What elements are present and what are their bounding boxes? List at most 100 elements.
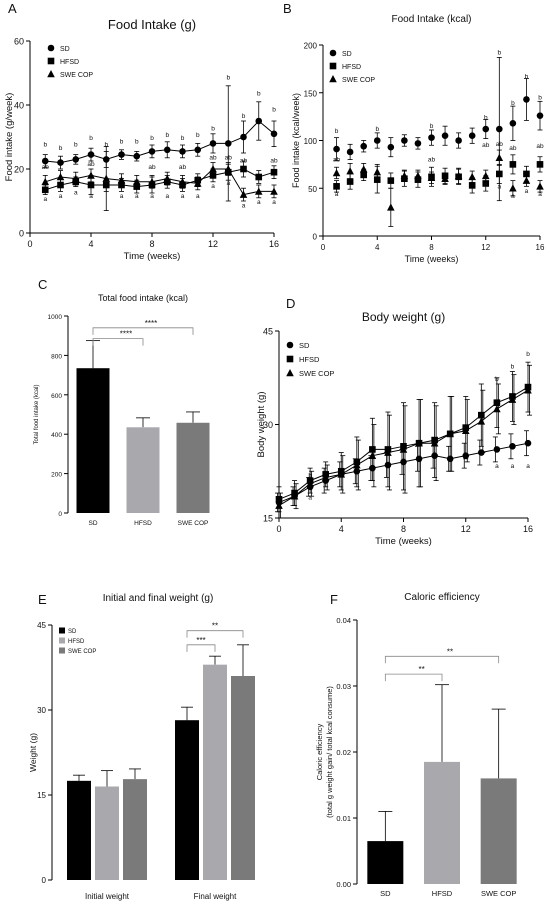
- panel-A-annotation: b: [43, 142, 47, 149]
- panel-B-annotation: b: [498, 50, 502, 57]
- panel-F-y-label: (total g weight gain/ total kcal consume…: [325, 686, 334, 818]
- panel-A-point: [178, 177, 187, 186]
- panel-F-y-label: Caloric efficiency: [315, 723, 324, 780]
- panel-A-legend-label: SD: [60, 46, 70, 53]
- panel-C-x-tick-label: SD: [88, 520, 97, 527]
- panel-D-point: [524, 439, 532, 447]
- panel-B-annotation: b: [511, 100, 515, 107]
- panel-B-annotation: b: [484, 114, 488, 121]
- panel-E-bar: [175, 720, 199, 880]
- panel-A-point: [224, 140, 232, 147]
- panel-B-legend-label: SWE COP: [342, 77, 375, 84]
- panel-A-series-line: [45, 120, 275, 164]
- panel-B-point: [482, 125, 490, 133]
- panel-B-point: [482, 180, 490, 187]
- panel-B-annotation: a: [498, 183, 502, 190]
- panel-B-annotation: b: [525, 73, 529, 80]
- panel-A-annotation: ab: [87, 161, 95, 168]
- panel-B-point: [373, 137, 381, 144]
- panel-B-point: [414, 140, 422, 147]
- panel-A-x-label: Time (weeks): [124, 251, 181, 262]
- panel-D-point: [508, 395, 517, 403]
- panel-A-annotation: b: [59, 145, 63, 152]
- panel-B-annotation: a: [335, 191, 339, 198]
- panel-A-annotation: b: [104, 142, 108, 149]
- panel-A-point: [270, 130, 278, 138]
- panel-E-significance-label: ***: [196, 636, 205, 645]
- panel-D-point: [353, 461, 361, 469]
- panel-label-F: F: [330, 592, 338, 607]
- panel-A-point: [179, 148, 186, 155]
- panel-A-point: [163, 146, 171, 154]
- panel-A-annotation: ab: [270, 158, 278, 165]
- panel-A-point: [224, 165, 233, 173]
- panel-B-point: [441, 132, 449, 140]
- panel-A-annotation: a: [135, 193, 139, 200]
- panel-B-point: [346, 178, 354, 185]
- panel-A-x-tick-label: 0: [27, 239, 32, 249]
- panel-A-annotation: ab: [42, 164, 50, 171]
- panel-F-significance-label: **: [447, 647, 453, 656]
- panel-D-annotation: a: [495, 463, 499, 470]
- panel-B-y-tick-label: 150: [304, 89, 318, 98]
- panel-A-legend-label: HFSD: [60, 59, 79, 66]
- panel-B-point: [359, 165, 368, 173]
- panel-F-x-tick-label: SD: [380, 889, 391, 898]
- panel-A-annotation: a: [120, 193, 124, 200]
- panel-E-legend-swatch: [59, 627, 65, 634]
- panel-A-y-tick-label: 20: [14, 165, 24, 175]
- panel-F-significance-bracket: [384, 655, 500, 664]
- panel-B-x-tick-label: 4: [375, 243, 380, 252]
- panel-C-bar: [176, 422, 210, 513]
- panel-A-legend-marker: [47, 57, 55, 65]
- panel-E-significance-label: **: [212, 622, 218, 631]
- panel-D-x-tick-label: 12: [461, 524, 471, 534]
- panel-D-y-tick-label: 15: [263, 514, 273, 524]
- panel-B-point: [468, 172, 476, 181]
- panel-C-y-tick-label: 800: [51, 353, 62, 360]
- panel-E-bar: [123, 779, 147, 880]
- panel-E-significance-bracket: [186, 644, 216, 652]
- panel-D-legend-marker: [286, 369, 294, 377]
- panel-label-D: D: [286, 296, 295, 311]
- panel-E-significance-bracket: [186, 630, 244, 638]
- panel-A-annotation: a: [89, 193, 93, 200]
- panel-F-y-tick-label: 0.04: [336, 616, 351, 625]
- panel-A-x-tick-label: 12: [208, 239, 218, 249]
- panel-B-point: [387, 177, 395, 184]
- panel-B-annotation: b: [335, 128, 339, 135]
- panel-A-annotation: b: [257, 90, 261, 97]
- panel-B-point: [468, 182, 476, 189]
- panel-B-annotation: ab: [428, 157, 436, 164]
- panel-A-annotation: ab: [240, 158, 248, 165]
- panel-E-legend-label: SD: [68, 629, 77, 635]
- panel-B-point: [387, 143, 395, 151]
- panel-A-annotation: b: [74, 142, 78, 149]
- panel-A-annotation: b: [89, 135, 93, 142]
- panel-D-legend-label: HFSD: [299, 355, 320, 364]
- panel-B-point: [509, 120, 517, 127]
- panel-A-annotation: a: [59, 193, 63, 200]
- panel-B-annotation: ab: [496, 141, 504, 148]
- panel-A-point: [255, 117, 263, 125]
- panel-A-annotation: ab: [225, 154, 233, 161]
- panel-D-y-label: Body weight (g): [256, 391, 267, 457]
- panel-D-point: [524, 386, 532, 394]
- panel-D-title: Body weight (g): [362, 310, 445, 324]
- panel-E-legend-swatch: [59, 637, 65, 644]
- panel-D-point: [493, 404, 501, 413]
- panel-A-annotation: a: [150, 193, 154, 200]
- panel-B-annotation: ab: [482, 142, 490, 149]
- panel-A-annotation: a: [226, 180, 230, 187]
- panel-D-point: [275, 496, 283, 503]
- panel-C-y-label: Total food intake (kcal): [34, 384, 40, 444]
- panel-A-y-tick-label: 60: [14, 37, 24, 47]
- panel-D-annotation: a: [308, 494, 312, 501]
- panel-E-y-tick-label: 15: [37, 791, 46, 800]
- panel-A-point: [255, 173, 263, 181]
- panel-A-point: [87, 151, 95, 158]
- panel-E-y-tick-label: 30: [37, 706, 46, 715]
- panel-A-legend-marker: [47, 44, 55, 52]
- panel-D-annotation: a: [511, 463, 515, 470]
